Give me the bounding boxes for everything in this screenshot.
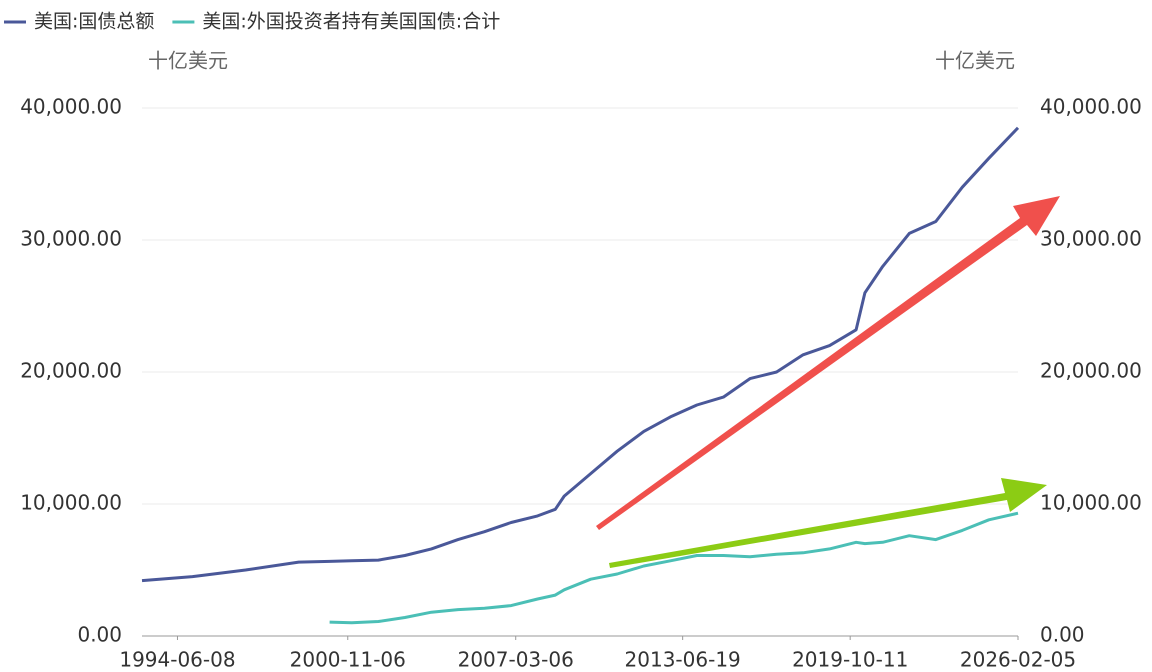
y-tick-label: 30,000.00: [20, 227, 122, 251]
y2-tick-label: 20,000.00: [1040, 359, 1142, 383]
legend-label: 美国:外国投资者持有美国国债:合计: [202, 11, 500, 33]
y-tick-label: 0.00: [77, 623, 122, 647]
y2-tick-label: 30,000.00: [1040, 227, 1142, 251]
x-tick-label: 2026-02-05: [960, 648, 1076, 672]
series-line: [329, 511, 1019, 625]
y2-tick-label: 40,000.00: [1040, 95, 1142, 119]
y-tick-label: 40,000.00: [20, 95, 122, 119]
green-arrow: [609, 478, 1047, 568]
y-tick-label: 20,000.00: [20, 359, 122, 383]
x-tick-label: 2000-11-06: [290, 648, 406, 672]
x-tick-label: 2013-06-19: [625, 648, 741, 672]
annotation-arrows: [596, 196, 1060, 568]
x-tick-label: 1994-06-08: [119, 648, 235, 672]
y2-tick-label: 0.00: [1040, 623, 1085, 647]
x-tick-label: 2019-10-11: [792, 648, 908, 672]
legend-item: 美国:外国投资者持有美国国债:合计: [172, 11, 500, 33]
series-line: [141, 126, 1020, 583]
y2-tick-label: 10,000.00: [1040, 491, 1142, 515]
y-tick-label: 10,000.00: [20, 491, 122, 515]
red-arrow: [596, 196, 1060, 530]
y-axis-unit: 十亿美元: [148, 49, 228, 73]
y2-axis-unit: 十亿美元: [935, 49, 1015, 73]
plot-area: 0.00 10,000.00 20,000.00 30,000.00 40,000.00…: [20, 95, 1142, 672]
legend-label: 美国:国债总额: [34, 11, 154, 33]
legend-item: 美国:国债总额: [4, 11, 154, 33]
x-tick-label: 2007-03-06: [458, 648, 574, 672]
